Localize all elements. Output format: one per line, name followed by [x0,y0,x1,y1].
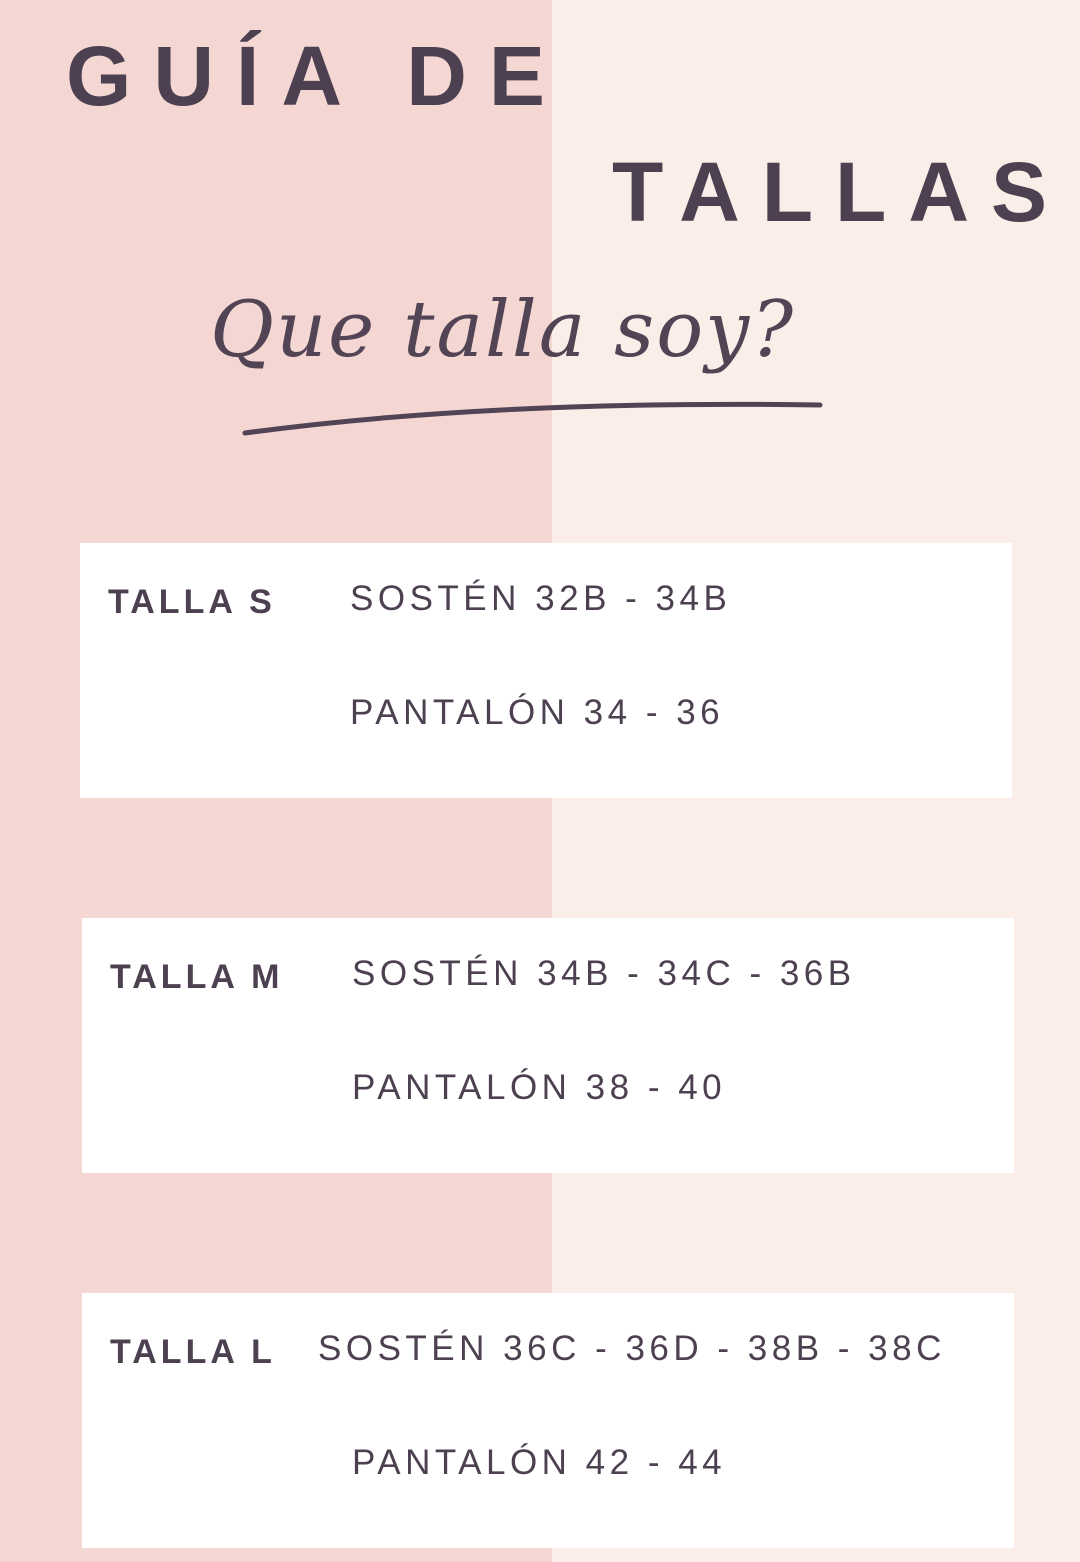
pants-size: PANTALÓN 42 - 44 [352,1443,727,1482]
bra-size: SOSTÉN 36C - 36D - 38B - 38C [318,1329,946,1368]
size-card-s: TALLA S SOSTÉN 32B - 34B PANTALÓN 34 - 3… [80,543,1012,798]
subtitle-underline [242,401,823,436]
size-label: TALLA L [110,1333,276,1371]
pants-size: PANTALÓN 38 - 40 [352,1068,727,1107]
title-line-2: TALLAS [612,145,1070,239]
pants-size: PANTALÓN 34 - 36 [350,693,725,732]
size-label: TALLA M [110,958,284,996]
bra-size: SOSTÉN 34B - 34C - 36B [352,954,856,993]
size-card-m: TALLA M SOSTÉN 34B - 34C - 36B PANTALÓN … [82,918,1014,1173]
bra-size: SOSTÉN 32B - 34B [350,579,732,618]
size-label: TALLA S [108,583,276,621]
subtitle: Que talla soy? [210,285,796,375]
size-card-l: TALLA L SOSTÉN 36C - 36D - 38B - 38C PAN… [82,1293,1014,1548]
title-line-1: GUÍA DE [66,29,567,123]
